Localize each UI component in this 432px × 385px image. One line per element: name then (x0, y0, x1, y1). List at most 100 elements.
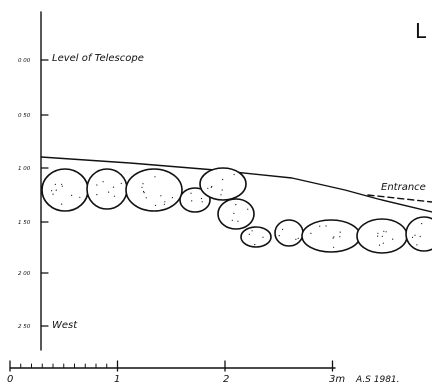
stone-stipple-dot (112, 186, 115, 188)
stone-stipple-dot (278, 235, 280, 237)
stone-stipple-dot (421, 223, 423, 225)
stone-stipple-dot (377, 235, 379, 237)
stone-stipple-dot (142, 183, 144, 185)
stone-stipple-dot (96, 184, 98, 186)
level-of-telescope-label: Level of Telescope (52, 53, 144, 64)
stone-stipple-dot (54, 183, 56, 185)
stone-stipple-dot (207, 187, 209, 189)
stone-stipple-dot (200, 197, 202, 200)
stone-3 (125, 168, 183, 212)
stone-stipple-dot (282, 228, 284, 230)
stone-stipple-dot (160, 195, 162, 197)
stone-stipple-dot (378, 244, 381, 246)
drawing-credit: A.S 1981. (355, 375, 400, 385)
stone-stipple-dot (102, 181, 104, 183)
stone-2 (86, 168, 128, 210)
depth-tick-4: 2 00 (18, 271, 31, 277)
depth-axis-ticks (40, 59, 49, 327)
depth-tick-5: 2 50 (18, 324, 31, 330)
stone-stipple-dot (333, 246, 335, 248)
stone-stipple-dot (141, 186, 143, 188)
depth-tick-3: 1 50 (18, 220, 31, 226)
stone-stipple-dot (237, 220, 239, 222)
entrance-dashed-line (367, 194, 432, 203)
stone-stipple-dot (221, 189, 223, 191)
stone-stipple-dot (61, 185, 63, 187)
stone-stipple-dot (233, 173, 235, 176)
stone-9 (301, 219, 361, 253)
stone-stipple-dot (392, 238, 394, 240)
stone-stipple-dot (381, 235, 383, 237)
stone-8 (274, 219, 304, 247)
stone-stipple-dot (231, 219, 233, 221)
stone-stipple-dot (377, 232, 379, 234)
depth-tick-2: 1 00 (18, 166, 31, 172)
entrance-label: Entrance (381, 182, 426, 193)
stone-stipple-dot (310, 232, 312, 234)
stone-stipple-dot (332, 237, 334, 239)
depth-tick-1: 0 50 (18, 113, 31, 119)
stone-stipple-dot (201, 201, 203, 203)
stone-1 (41, 168, 89, 212)
stone-5 (199, 167, 247, 201)
title-fragment: L (415, 19, 427, 43)
stone-stipple-dot (385, 231, 387, 233)
scale-bar-ticks (9, 360, 334, 372)
stone-stipple-dot (96, 194, 98, 196)
stone-stipple-dot (333, 236, 335, 238)
horizontal-scale-bar (9, 360, 336, 372)
stone-stipple-dot (191, 200, 193, 202)
stone-stipple-dot (233, 212, 235, 214)
scale-label-3: 3m (329, 374, 345, 385)
stone-stipple-dot (143, 190, 145, 193)
stone-stipple-dot (254, 244, 256, 246)
stone-stipple-dot (222, 178, 224, 181)
stone-stipple-dot (416, 244, 418, 246)
depth-axis-tick-labels: 0 00 0 50 1 00 1 50 2 00 2 50 (18, 58, 31, 330)
stone-4 (179, 187, 211, 213)
stone-stipple-dot (79, 196, 81, 198)
stone-stipple-dot (190, 192, 192, 194)
stone-stipple-dot (235, 204, 237, 206)
ground-surface-line (40, 156, 432, 213)
stone-stipple-dot (61, 183, 63, 185)
stone-11 (405, 216, 432, 252)
stone-stipple-dot (171, 197, 173, 199)
stone-6 (217, 198, 255, 230)
stone-stipple-dot (295, 238, 297, 240)
stone-stipple-dot (154, 204, 157, 206)
stone-stipple-dot (414, 234, 416, 236)
horizontal-scale-labels: 0 1 2 3m A.S 1981. (7, 374, 400, 385)
stone-stipple-dot (248, 233, 250, 235)
stone-stipple-dot (319, 225, 321, 227)
stone-layer (41, 167, 432, 254)
stone-stipple-dot (251, 230, 253, 232)
stone-stipple-dot (154, 176, 156, 178)
stone-stipple-dot (71, 194, 73, 196)
depth-tick-0: 0 00 (18, 58, 31, 64)
stone-stipple-dot (247, 208, 249, 210)
stone-stipple-dot (220, 194, 222, 196)
stone-stipple-dot (419, 235, 421, 238)
stone-stipple-dot (164, 201, 166, 203)
stone-stipple-dot (120, 182, 122, 184)
stone-stipple-dot (262, 236, 264, 238)
scale-label-2: 2 (223, 374, 229, 385)
west-label: West (52, 320, 78, 331)
stone-7 (240, 226, 272, 248)
stone-stipple-dot (145, 197, 147, 199)
stone-stipple-dot (163, 203, 165, 205)
scale-label-0: 0 (7, 374, 13, 385)
stone-stipple-dot (143, 192, 145, 194)
stone-stipple-dot (108, 191, 110, 193)
stone-stipple-dot (113, 195, 116, 197)
stone-stipple-dot (297, 237, 299, 239)
stone-stipple-dot (211, 185, 213, 188)
stone-stipple-dot (383, 230, 385, 232)
stone-stipple-dot (55, 189, 57, 191)
stone-stipple-dot (411, 236, 414, 238)
stone-stipple-dot (52, 193, 54, 195)
stone-stipple-dot (51, 190, 53, 192)
stone-stipple-dot (325, 225, 327, 227)
